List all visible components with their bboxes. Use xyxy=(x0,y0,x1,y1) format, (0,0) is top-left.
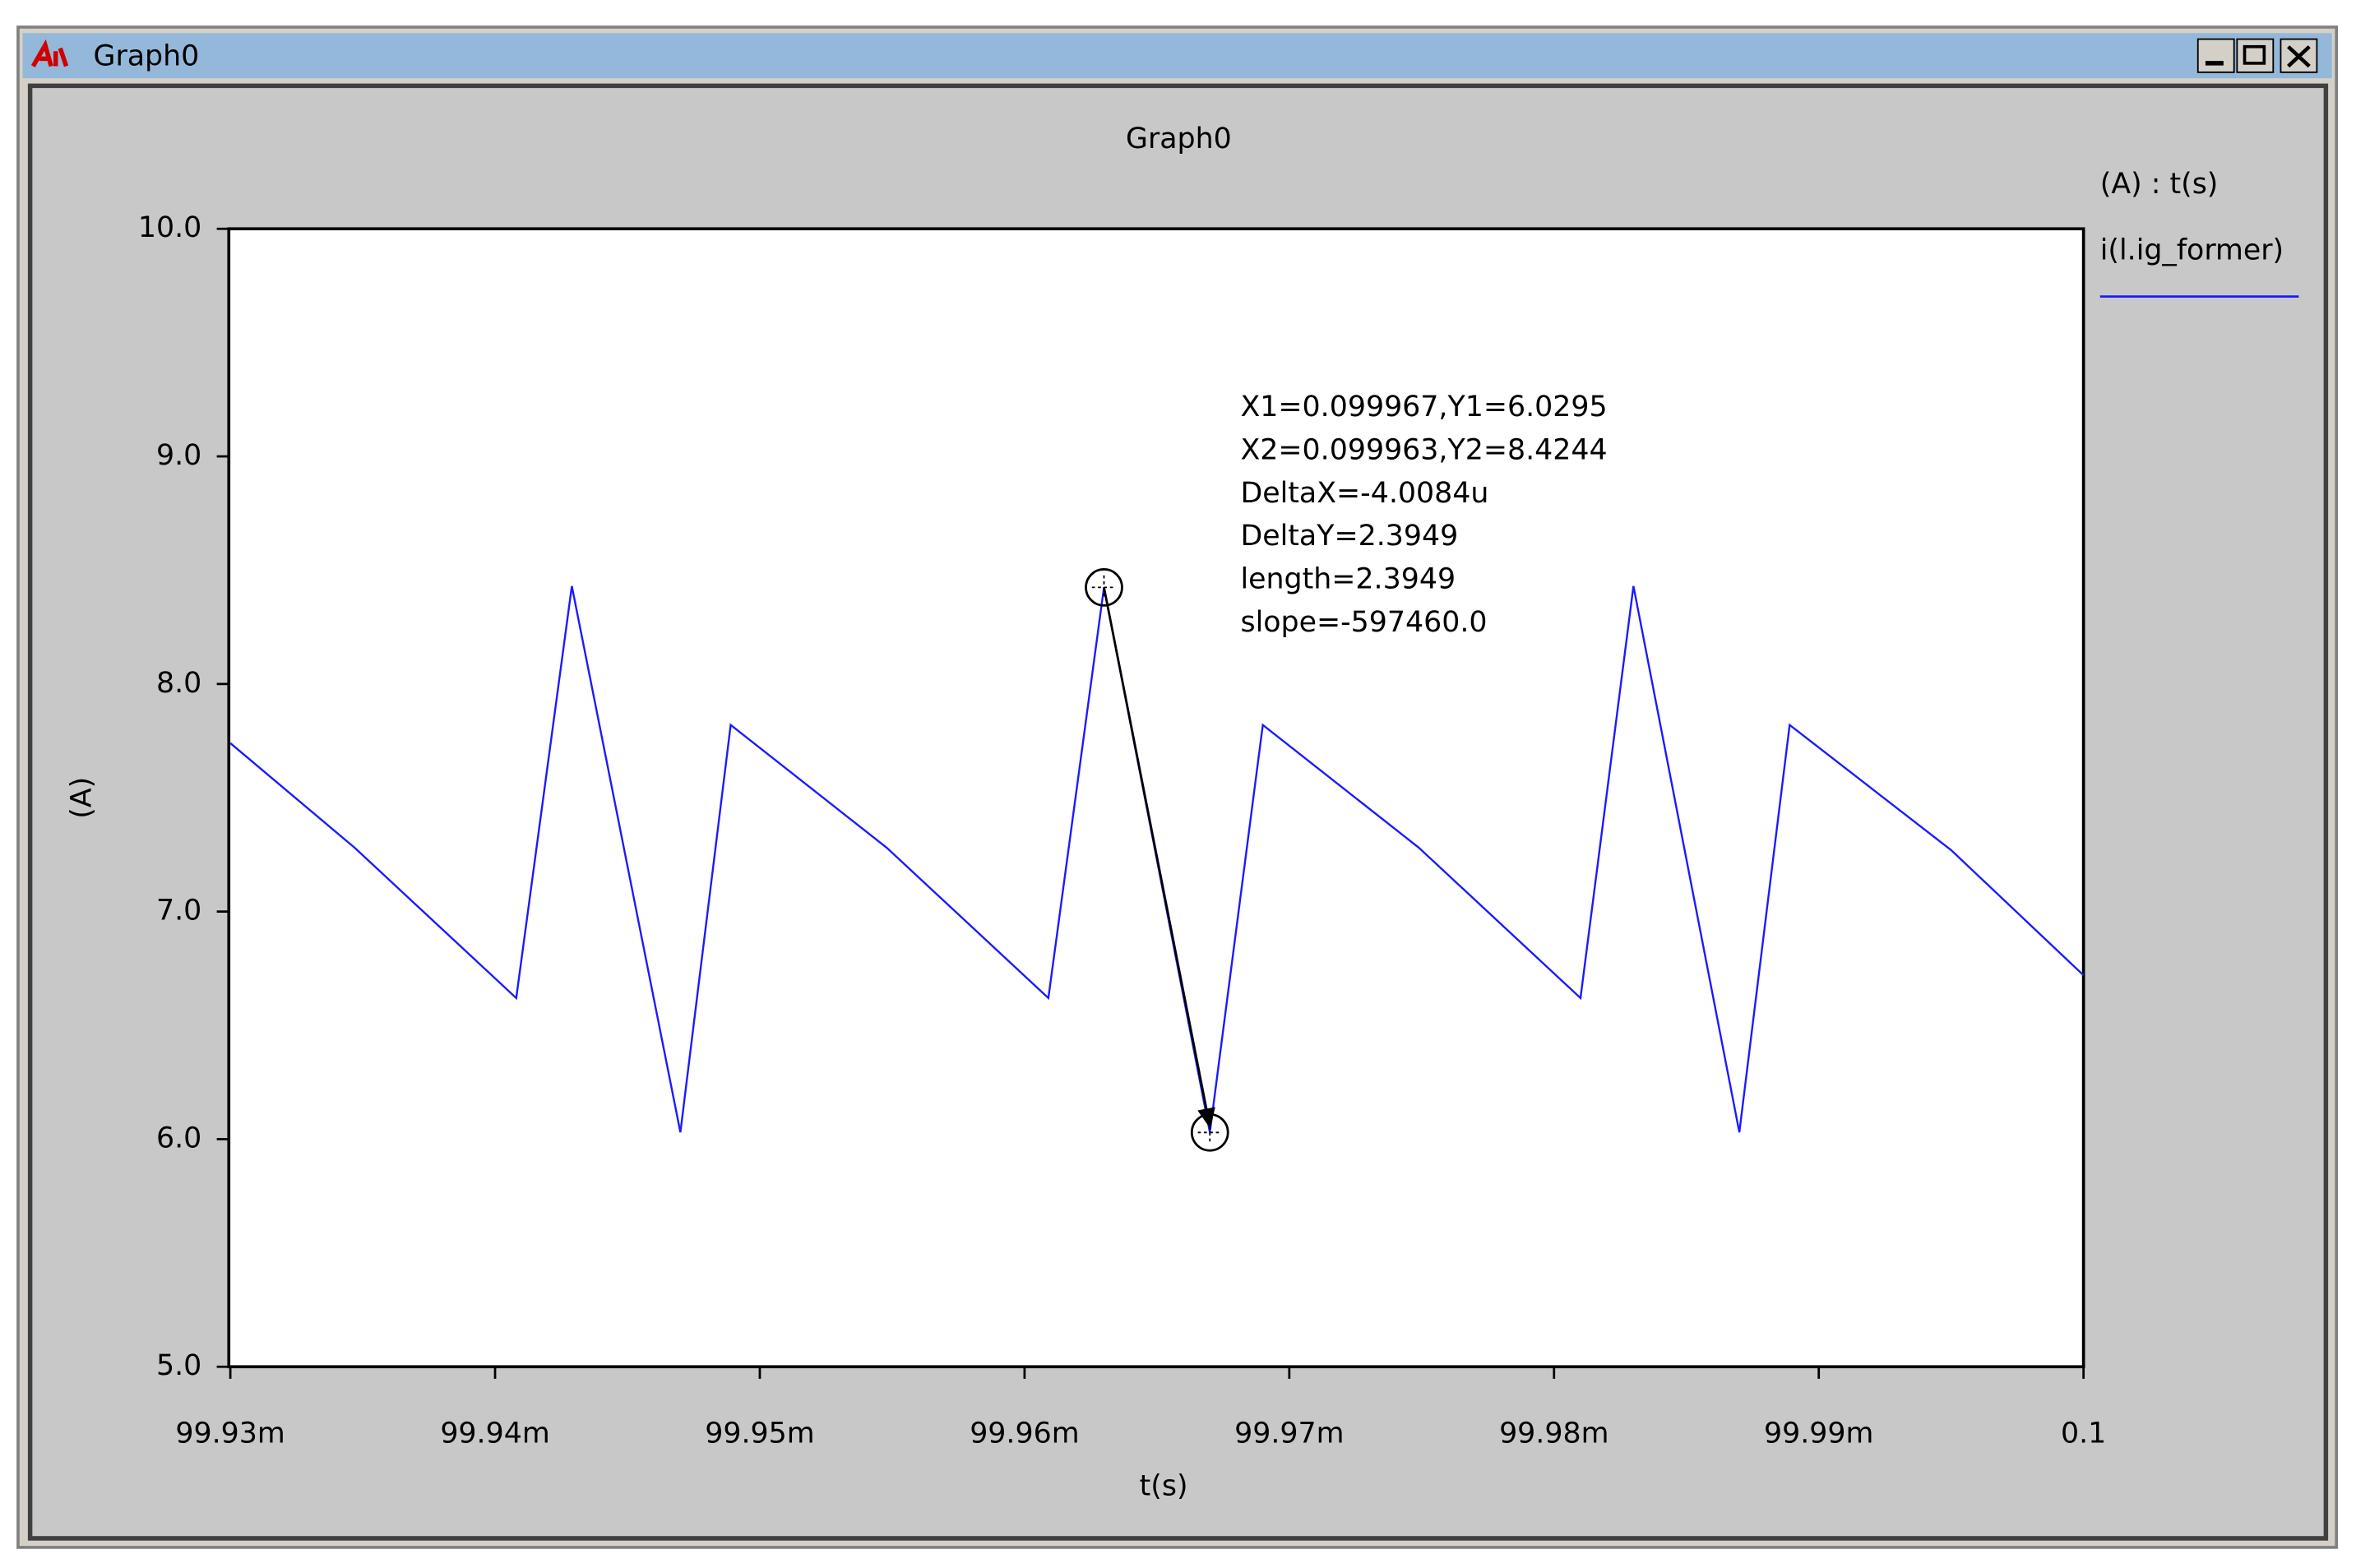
legend-title: (A) : t(s) xyxy=(2100,168,2219,201)
x-tick-label: 99.97m xyxy=(1234,1418,1344,1450)
plot-area xyxy=(227,227,2085,1369)
y-tick-label: 10.0 xyxy=(138,211,201,244)
y-tick-label: 6.0 xyxy=(156,1122,201,1154)
app-icon xyxy=(30,39,69,67)
x-tick-label: 99.99m xyxy=(1764,1418,1873,1450)
y-tick-label: 8.0 xyxy=(156,667,201,700)
y-tick-label: 5.0 xyxy=(156,1349,201,1382)
x-tick-label: 99.95m xyxy=(705,1418,814,1450)
y-axis-label: (A) xyxy=(66,777,99,819)
x-tick-label: 99.93m xyxy=(175,1418,285,1450)
y-tick-label: 9.0 xyxy=(156,439,201,472)
y-tick-label: 7.0 xyxy=(156,895,201,927)
cursor-crosshair xyxy=(1091,575,1117,600)
measurement-annotation: X1=0.099967,Y1=6.0295 xyxy=(1240,391,1607,423)
cursor-marker xyxy=(1190,1112,1229,1152)
window-title: Graph0 xyxy=(94,40,200,73)
cursor-crosshair xyxy=(1197,1120,1222,1145)
legend-label: i(l.ig_former) xyxy=(2100,234,2284,267)
measurement-annotation: DeltaY=2.3949 xyxy=(1240,520,1458,553)
x-tick-label: 99.98m xyxy=(1499,1418,1608,1450)
x-tick-label: 99.94m xyxy=(440,1418,549,1450)
x-tick-label: 0.1 xyxy=(2061,1418,2106,1450)
measurement-annotation: length=2.3949 xyxy=(1240,563,1456,596)
title-bar xyxy=(22,33,2332,79)
x-tick-label: 99.96m xyxy=(970,1418,1079,1450)
cursor-marker xyxy=(1085,568,1123,607)
maximize-button[interactable] xyxy=(2236,38,2275,73)
close-button[interactable] xyxy=(2280,38,2318,73)
chart-title: Graph0 xyxy=(1126,123,1232,155)
measurement-annotation: DeltaX=-4.0084u xyxy=(1240,477,1488,510)
x-axis-label: t(s) xyxy=(1140,1470,1188,1503)
measurement-annotation: X2=0.099963,Y2=8.4244 xyxy=(1240,433,1607,466)
minimize-button[interactable] xyxy=(2196,38,2235,73)
measurement-annotation: slope=-597460.0 xyxy=(1240,606,1487,639)
cursor-arrow xyxy=(1103,587,1215,1129)
